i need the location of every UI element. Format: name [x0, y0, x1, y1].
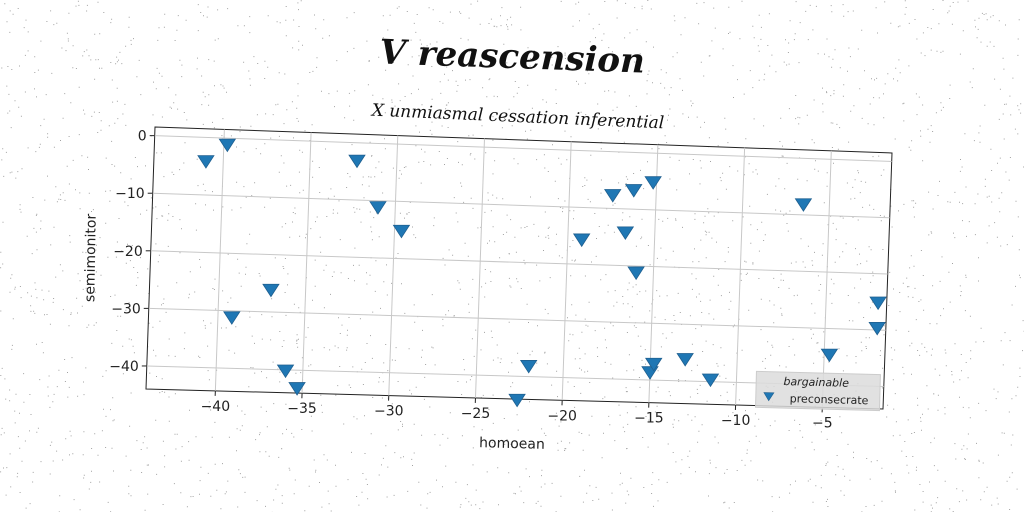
chart-title: V reascension [379, 32, 646, 81]
data-point [508, 393, 526, 408]
legend-title: bargainable [783, 375, 849, 390]
y-tick-label: −40 [109, 359, 139, 375]
data-point [644, 176, 662, 190]
data-point [288, 382, 306, 396]
data-point [820, 348, 839, 363]
x-gridline [388, 135, 399, 396]
data-point [625, 184, 643, 198]
y-tick-label: 0 [138, 129, 147, 145]
y-tick-label: −10 [115, 186, 145, 202]
data-point [572, 233, 591, 248]
data-point [392, 224, 411, 239]
x-tick-label: −5 [812, 415, 833, 431]
data-point [262, 283, 280, 298]
y-gridline [150, 250, 888, 275]
x-gridline [214, 129, 225, 391]
x-tick-label: −30 [374, 404, 404, 420]
data-point [197, 155, 215, 169]
y-gridline [152, 192, 890, 219]
x-tick-label: −40 [201, 399, 231, 415]
y-gridline [154, 135, 892, 162]
y-tick-label: −20 [113, 244, 143, 260]
legend: bargainable preconsecrate [755, 370, 881, 412]
data-point [348, 154, 366, 169]
data-point [627, 266, 645, 281]
data-point [794, 198, 813, 212]
legend-marker [763, 392, 775, 402]
y-axis-ticks: 0 −10 −20 −30 −40 [109, 129, 155, 375]
x-tick-label: −35 [287, 401, 317, 417]
data-point [645, 357, 663, 372]
chart-subtitle: X unmiasmal cessation inferential [369, 101, 664, 134]
y-tick-label: −30 [111, 301, 141, 317]
data-point [868, 321, 886, 336]
data-point [519, 360, 538, 374]
x-tick-label: −15 [634, 411, 664, 427]
x-gridline [561, 141, 572, 401]
plot-frame [145, 126, 893, 410]
legend-series-label: preconsecrate [790, 392, 869, 407]
data-point [604, 189, 622, 203]
x-tick-label: −10 [721, 413, 751, 429]
x-gridline [301, 132, 312, 394]
x-gridline [821, 150, 832, 408]
x-gridline [735, 147, 746, 406]
data-point [218, 138, 237, 153]
data-point [223, 311, 241, 325]
data-points [197, 138, 887, 408]
y-axis-label: semimonitor [82, 213, 100, 302]
data-point [701, 373, 720, 388]
x-tick-label: −20 [547, 408, 577, 424]
x-tick-label: −25 [461, 406, 491, 422]
data-point [276, 364, 295, 379]
legend-box [755, 370, 881, 412]
data-point [869, 296, 887, 311]
data-point [616, 226, 635, 240]
x-gridline [474, 138, 485, 398]
y-gridline [148, 307, 886, 331]
data-point [676, 353, 694, 367]
data-point [369, 201, 387, 215]
x-axis-label: homoean [479, 435, 545, 453]
x-axis-ticks: −40 −35 −30 −25 −20 −15 −10 −5 [201, 390, 833, 431]
